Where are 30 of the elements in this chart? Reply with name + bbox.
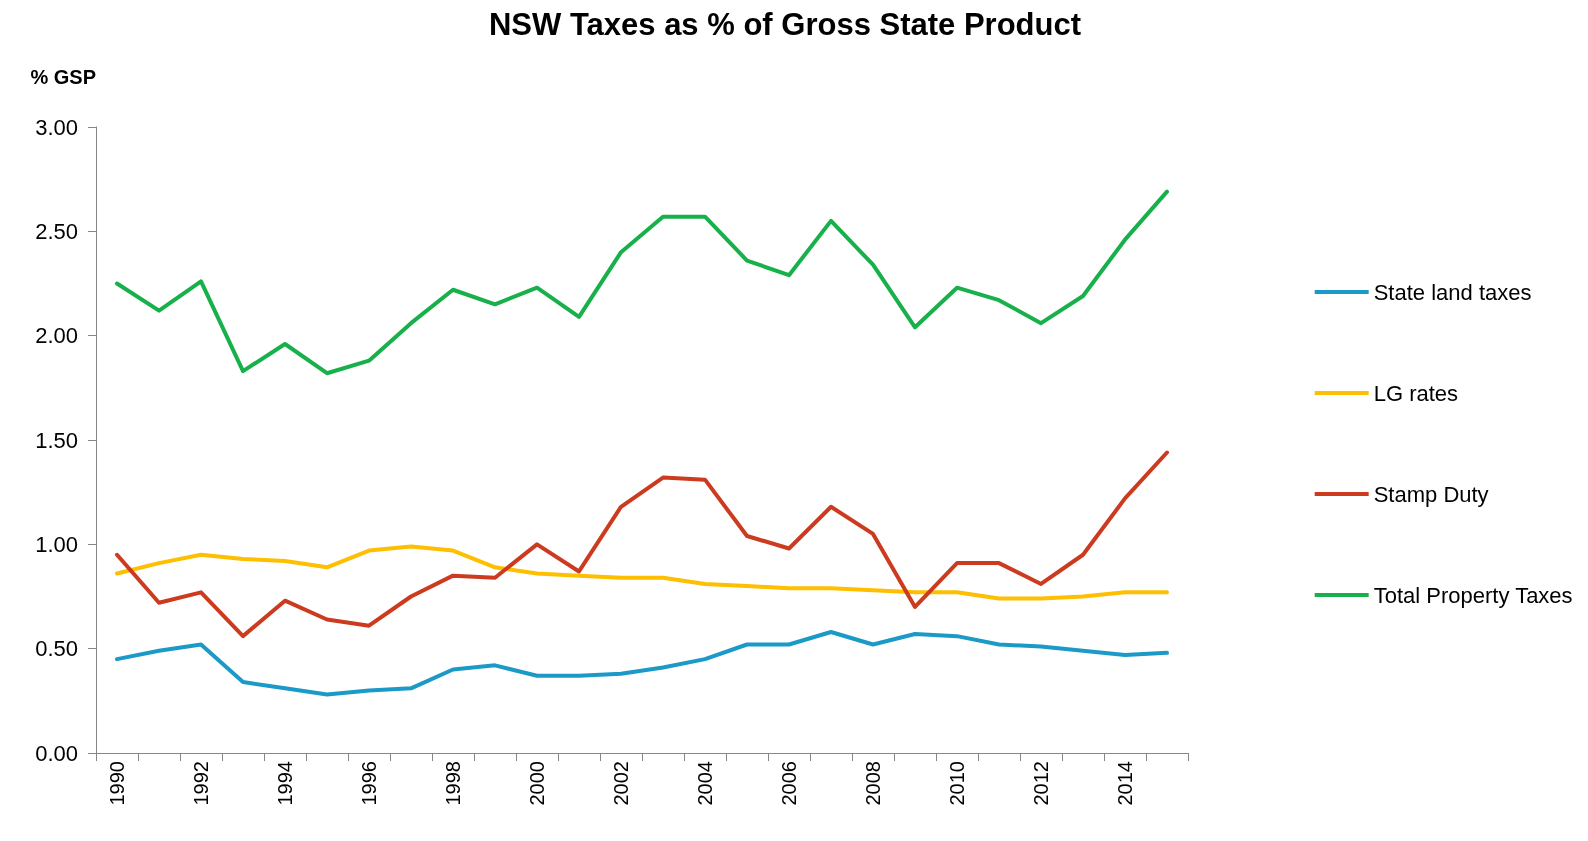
legend-label: Stamp Duty — [1373, 481, 1489, 507]
legend-label: State land taxes — [1373, 279, 1532, 305]
x-tick-label: 1998 — [442, 761, 464, 806]
y-tick-label: 1.50 — [35, 427, 78, 453]
x-tick-label: 2008 — [862, 761, 884, 806]
x-tick-label: 1992 — [190, 761, 212, 806]
x-tick-label: 1994 — [274, 761, 296, 806]
y-tick-label: 1.00 — [35, 531, 78, 557]
x-tick-label: 2000 — [526, 761, 548, 806]
line-series — [115, 189, 1169, 376]
y-tick-label: 0.50 — [35, 636, 78, 662]
line-series — [115, 544, 1169, 601]
legend-label: Total Property Taxes — [1373, 582, 1573, 608]
y-tick-label: 3.00 — [35, 114, 78, 140]
x-tick-label: 2004 — [694, 761, 716, 806]
x-tick-label: 1990 — [106, 761, 128, 806]
x-tick-label: 2012 — [1030, 761, 1052, 806]
line-series — [115, 450, 1169, 639]
chart-title: NSW Taxes as % of Gross State Product — [488, 7, 1082, 42]
x-tick-label: 2014 — [1114, 761, 1136, 806]
y-tick-label: 0.00 — [35, 740, 78, 766]
x-tick-label: 2010 — [946, 761, 968, 806]
x-tick-label: 1996 — [358, 761, 380, 806]
line-series — [115, 629, 1169, 697]
y-tick-label: 2.50 — [35, 218, 78, 244]
x-tick-label: 2002 — [610, 761, 632, 806]
x-tick-label: 2006 — [778, 761, 800, 806]
legend-label: LG rates — [1373, 380, 1459, 406]
y-tick-label: 2.00 — [35, 323, 78, 349]
y-axis-title: % GSP — [30, 66, 96, 88]
